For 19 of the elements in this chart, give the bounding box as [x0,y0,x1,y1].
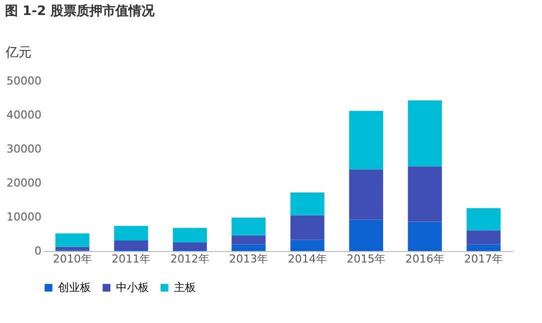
x-tick-label: 2012年 [170,252,210,266]
y-tick-label: 10000 [6,210,42,224]
x-tick-label: 2014年 [288,252,327,266]
y-tick-label: 50000 [6,74,42,88]
x-tick-label: 2015年 [346,252,386,266]
chart-title: 图 1-2 股票质押市值情况 [5,3,156,19]
x-tick-label: 2013年 [229,252,268,266]
y-tick-label: 20000 [6,176,42,190]
x-tick-label: 2010年 [52,252,92,266]
legend-label: 主板 [174,280,196,294]
y-axis-title: 亿元 [4,46,32,60]
y-tick-label: 40000 [6,108,42,122]
legend-label: 创业板 [58,280,91,294]
y-tick-label: 30000 [6,142,42,156]
legend-label: 中小板 [116,280,149,294]
y-tick-label: 0 [34,244,42,258]
x-tick-label: 2011年 [112,252,151,266]
x-tick-label: 2016年 [405,252,444,266]
x-tick-label: 2017年 [464,252,504,266]
